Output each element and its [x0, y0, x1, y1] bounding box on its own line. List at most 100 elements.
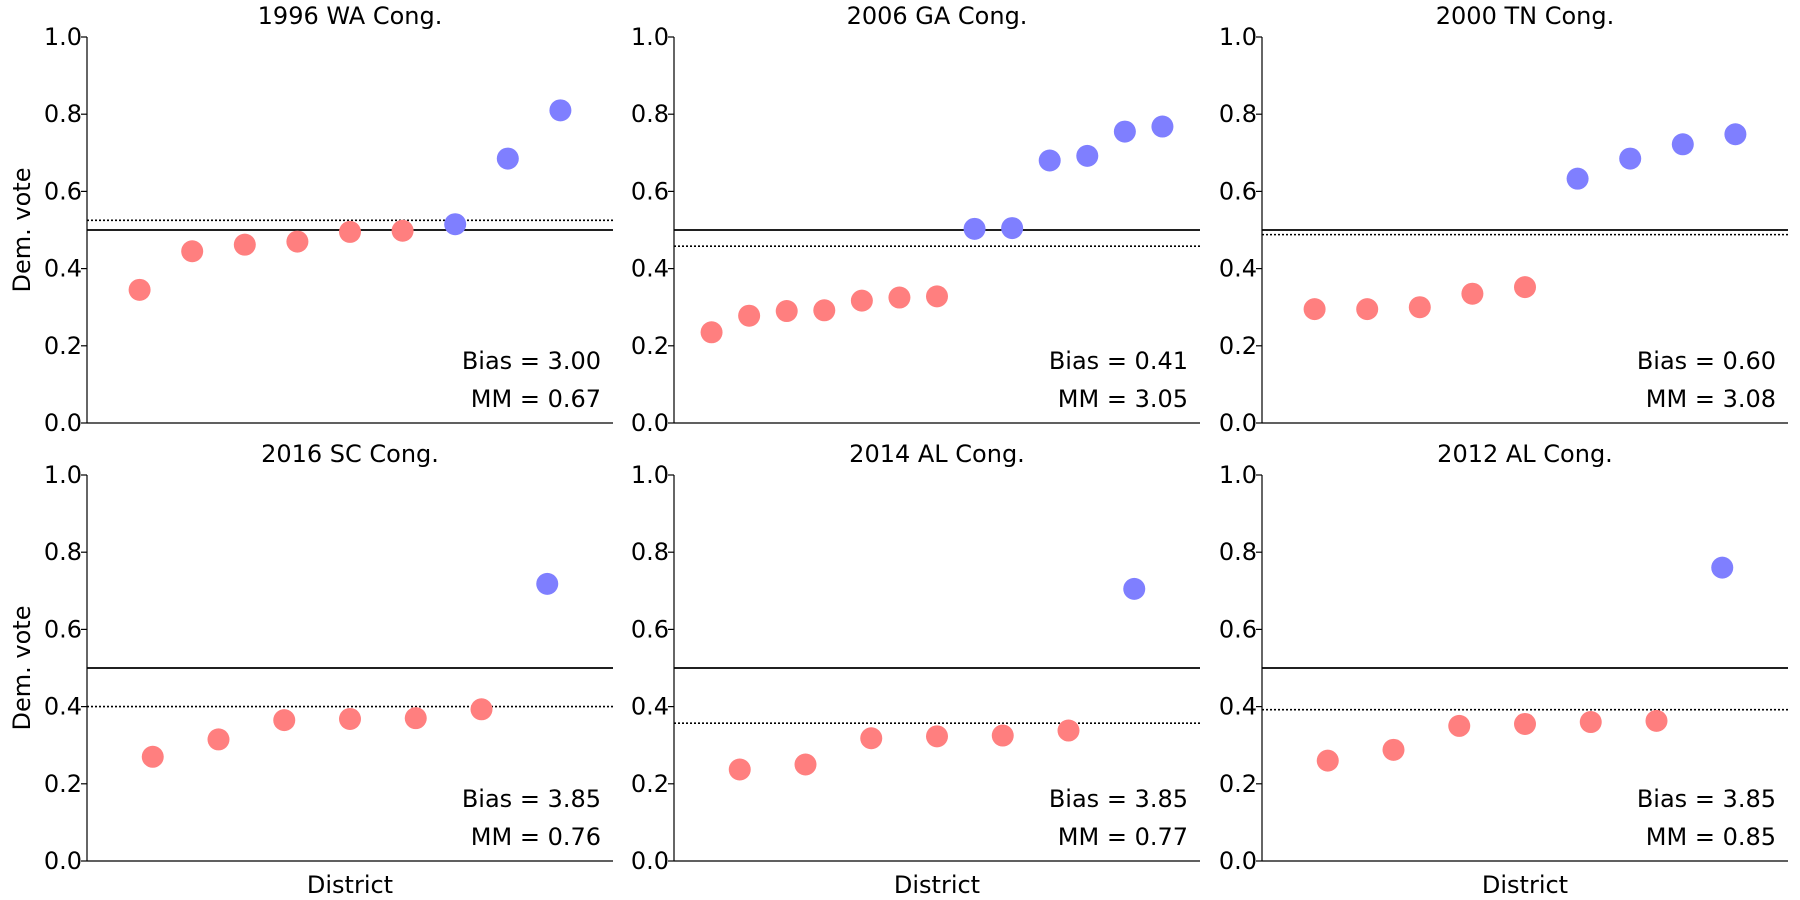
y-tick-label: 0.4	[44, 693, 82, 721]
district-point	[549, 99, 572, 122]
district-point	[1711, 556, 1734, 579]
district-point	[1579, 711, 1602, 734]
mm-annotation: MM = 3.08	[1646, 385, 1776, 413]
bias-annotation: Bias = 3.85	[1049, 785, 1188, 813]
chart-title: 2012 AL Cong.	[1437, 440, 1613, 468]
y-tick-label: 0.6	[44, 615, 82, 643]
district-point	[794, 753, 817, 776]
district-point	[1123, 577, 1146, 600]
district-point	[1382, 738, 1405, 761]
y-tick-label: 0.0	[1219, 847, 1257, 875]
district-point	[1724, 123, 1747, 146]
district-point	[1619, 147, 1642, 170]
district-point	[1316, 749, 1339, 772]
district-point	[860, 727, 883, 750]
y-tick-label: 0.4	[631, 255, 669, 283]
district-point	[286, 230, 309, 253]
y-tick-label: 0.2	[631, 332, 669, 360]
y-tick-label: 0.4	[44, 255, 82, 283]
chart-panel-3: 2000 TN Cong. 0.0 0.2 0.4 0.6 0.8 1.0 Bias = 0.…	[1219, 2, 1788, 437]
y-tick-label: 0.8	[44, 538, 82, 566]
x-axis-label: District	[307, 871, 393, 899]
y-tick-label: 0.6	[631, 615, 669, 643]
chart-title: 2016 SC Cong.	[261, 440, 439, 468]
chart-title: 1996 WA Cong.	[258, 2, 443, 30]
district-point	[1038, 149, 1061, 172]
district-point	[339, 707, 361, 730]
district-point	[128, 278, 151, 301]
y-tick-label: 0.0	[1219, 409, 1257, 437]
district-point	[813, 299, 836, 322]
y-tick-label: 0.0	[44, 847, 82, 875]
district-point	[926, 725, 948, 748]
district-point	[273, 709, 296, 732]
district-point	[728, 758, 751, 781]
mm-annotation: MM = 0.85	[1646, 823, 1776, 851]
chart-panel-1: 1996 WA Cong. 0.0 0.2 0.4 0.6 0.8 1.0 Dem. vote…	[8, 2, 613, 437]
y-tick-label: 0.4	[631, 693, 669, 721]
district-point	[1671, 133, 1694, 156]
x-axis-label: District	[1482, 871, 1568, 899]
district-point	[991, 724, 1014, 747]
mm-annotation: MM = 0.67	[471, 385, 601, 413]
chart-panel-5: 2014 AL Cong. 0.0 0.2 0.4 0.6 0.8 1.0 District B…	[631, 440, 1200, 899]
y-tick-label: 1.0	[1219, 23, 1257, 51]
y-tick-label: 0.8	[631, 100, 669, 128]
bias-annotation: Bias = 3.85	[462, 785, 601, 813]
y-tick-label: 0.8	[631, 538, 669, 566]
district-point	[738, 304, 761, 327]
district-point	[850, 289, 873, 312]
district-point	[888, 286, 911, 309]
district-point	[1356, 298, 1379, 321]
y-tick-label: 0.2	[631, 770, 669, 798]
y-tick-label: 1.0	[631, 23, 669, 51]
y-tick-label: 0.4	[1219, 255, 1257, 283]
chart-title: 2014 AL Cong.	[849, 440, 1025, 468]
y-tick-label: 0.6	[631, 177, 669, 205]
district-point	[1113, 120, 1136, 143]
district-point	[207, 728, 230, 751]
district-point	[1303, 298, 1326, 321]
y-tick-label: 0.4	[1219, 693, 1257, 721]
y-tick-label: 0.6	[1219, 177, 1257, 205]
district-point	[1408, 296, 1431, 319]
y-tick-label: 0.2	[1219, 770, 1257, 798]
y-axis-label: Dem. vote	[8, 606, 36, 731]
district-point	[1001, 217, 1024, 240]
district-point	[700, 321, 723, 344]
district-point	[536, 572, 559, 595]
district-point	[1057, 719, 1080, 742]
district-point	[391, 219, 414, 242]
district-point	[1514, 276, 1536, 299]
bias-annotation: Bias = 3.85	[1637, 785, 1776, 813]
bias-annotation: Bias = 3.00	[462, 347, 601, 375]
y-tick-label: 0.0	[44, 409, 82, 437]
y-tick-label: 0.2	[44, 770, 82, 798]
mm-annotation: MM = 3.05	[1058, 385, 1188, 413]
chart-panel-4: 2016 SC Cong. 0.0 0.2 0.4 0.6 0.8 1.0 Dem. vote…	[8, 440, 613, 899]
district-point	[404, 707, 427, 730]
district-point	[233, 233, 256, 256]
district-point	[775, 300, 798, 323]
district-point	[1461, 282, 1484, 305]
district-point	[470, 698, 493, 721]
district-point	[963, 217, 986, 240]
y-tick-label: 0.0	[631, 409, 669, 437]
y-tick-label: 0.8	[1219, 100, 1257, 128]
district-point	[181, 240, 204, 263]
y-tick-label: 1.0	[631, 461, 669, 489]
y-tick-label: 0.6	[44, 177, 82, 205]
mm-annotation: MM = 0.76	[471, 823, 601, 851]
y-tick-label: 0.0	[631, 847, 669, 875]
district-point	[1076, 144, 1099, 167]
chart-title: 2006 GA Cong.	[847, 2, 1028, 30]
chart-title: 2000 TN Cong.	[1436, 2, 1614, 30]
y-tick-label: 0.8	[44, 100, 82, 128]
district-point	[1151, 115, 1174, 138]
district-point	[1645, 709, 1668, 732]
y-tick-label: 1.0	[44, 23, 82, 51]
y-tick-label: 0.6	[1219, 615, 1257, 643]
district-point	[141, 745, 164, 768]
bias-annotation: Bias = 0.60	[1637, 347, 1776, 375]
